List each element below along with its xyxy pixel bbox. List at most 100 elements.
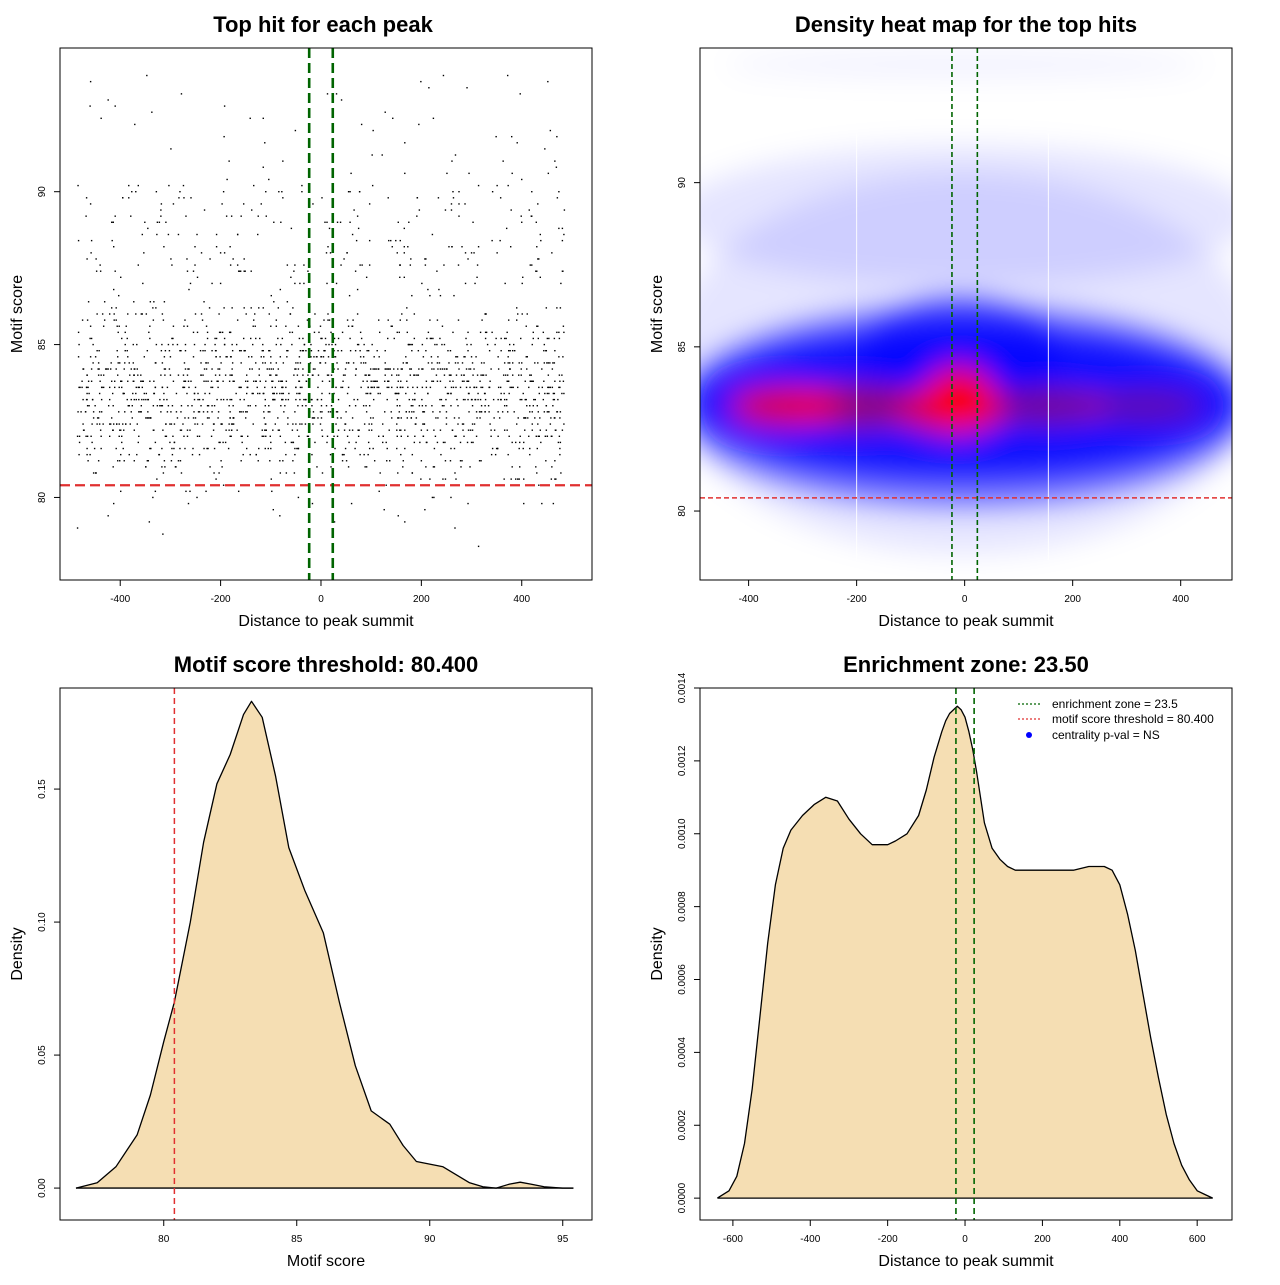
scatter-point — [147, 227, 149, 230]
scatter-point — [413, 411, 415, 413]
scatter-point — [273, 392, 275, 395]
scatter-point — [252, 392, 254, 395]
scatter-point — [302, 368, 304, 370]
scatter-point — [525, 398, 527, 401]
scatter-point — [362, 356, 365, 358]
scatter-point — [219, 282, 222, 285]
scatter-point — [77, 184, 79, 187]
scatter-point — [388, 429, 390, 431]
scatter-point — [317, 386, 319, 389]
scatter-point — [513, 343, 515, 346]
scatter-point — [497, 368, 500, 370]
scatter-point — [122, 447, 124, 450]
scatter-point — [249, 117, 251, 120]
scatter-point — [510, 478, 512, 480]
scatter-point — [480, 411, 483, 413]
scatter-point — [255, 362, 257, 364]
scatter-point — [558, 356, 560, 358]
scatter-point — [183, 197, 185, 199]
scatter-point — [553, 417, 556, 419]
scatter-point — [347, 191, 350, 193]
scatter-point — [260, 203, 262, 205]
scatter-point — [294, 453, 296, 456]
scatter-point — [86, 447, 88, 450]
scatter-point — [315, 356, 318, 358]
scatter-point — [460, 466, 462, 468]
scatter-point — [263, 356, 265, 358]
scatter-point — [136, 423, 138, 425]
scatter-point — [506, 411, 509, 413]
scatter-point — [253, 184, 255, 187]
scatter-point — [142, 282, 144, 285]
scatter-point — [160, 411, 162, 413]
scatter-point — [556, 197, 559, 199]
scatter-point — [354, 374, 357, 376]
scatter-point — [222, 484, 225, 486]
scatter-point — [240, 386, 242, 389]
scatter-point — [328, 380, 331, 382]
scatter-point — [437, 368, 439, 370]
scatter-point — [175, 411, 178, 413]
scatter-point — [329, 252, 332, 254]
scatter-point — [362, 362, 365, 364]
scatter-point — [314, 313, 316, 315]
scatter-point — [174, 466, 177, 468]
scatter-point — [140, 313, 143, 315]
scatter-point — [196, 233, 198, 236]
scatter-point — [208, 417, 210, 419]
scatter-point — [202, 349, 204, 352]
scatter-point — [311, 502, 314, 505]
scatter-point — [156, 233, 158, 236]
scatter-point — [386, 460, 388, 462]
scatter-point — [459, 460, 462, 462]
scatter-point — [218, 313, 220, 315]
scatter-point — [305, 380, 308, 382]
scatter-ylabel: Motif score — [9, 275, 26, 353]
scatter-point — [297, 496, 300, 499]
scatter-point — [272, 429, 274, 431]
scatter-point — [544, 435, 547, 437]
scatter-point — [168, 349, 171, 352]
scatter-point — [368, 447, 371, 450]
scatter-point — [533, 398, 535, 401]
scatter-point — [240, 435, 242, 437]
scatter-point — [213, 405, 216, 407]
scatter-point — [386, 386, 388, 389]
scatter-point — [132, 392, 134, 395]
scatter-point — [258, 307, 260, 309]
scatter-point — [499, 398, 502, 401]
scatter-point — [348, 405, 351, 407]
scatter-point — [356, 398, 359, 401]
scatter-point — [507, 362, 509, 364]
scatter-point — [171, 337, 173, 340]
scatter-point — [554, 460, 556, 462]
scatter-point — [365, 374, 367, 376]
scatter-point — [387, 319, 389, 321]
scatter-point — [415, 423, 417, 425]
scatter-point — [264, 423, 266, 425]
scatter-point — [454, 472, 456, 474]
scatter-point — [232, 405, 234, 407]
scatter-point — [525, 356, 527, 358]
scatter-point — [119, 429, 121, 431]
scatter-point — [263, 435, 265, 437]
scatter-point — [438, 362, 441, 364]
scatter-panel: Top hit for each peak Distance to peak s… — [9, 12, 593, 630]
scatter-point — [110, 221, 113, 223]
scatter-point — [197, 392, 199, 395]
scatter-point — [368, 423, 370, 425]
scatter-point — [396, 392, 398, 395]
scatter-point — [299, 423, 301, 425]
scatter-point — [259, 380, 261, 382]
scatter-point — [237, 490, 240, 493]
scatter-point — [464, 252, 467, 254]
scatter-point — [95, 258, 97, 260]
scatter-point — [149, 417, 151, 419]
scatter-point — [464, 398, 466, 401]
scatter-point — [231, 349, 234, 352]
scatter-point — [277, 368, 280, 370]
scatter-point — [540, 239, 542, 242]
scatter-point — [432, 380, 435, 382]
x-tick-label: 90 — [424, 1234, 436, 1245]
scatter-point — [186, 392, 188, 395]
